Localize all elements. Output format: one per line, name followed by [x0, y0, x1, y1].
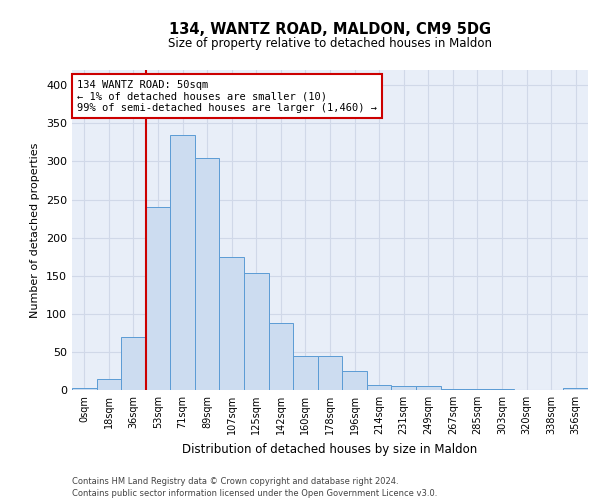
Bar — [195, 158, 220, 390]
Bar — [318, 356, 342, 390]
Bar — [391, 386, 416, 390]
Bar — [146, 207, 170, 390]
Bar — [121, 336, 146, 390]
X-axis label: Distribution of detached houses by size in Maldon: Distribution of detached houses by size … — [182, 442, 478, 456]
Bar — [416, 386, 440, 390]
Bar — [97, 380, 121, 390]
Bar — [220, 258, 244, 390]
Bar — [342, 371, 367, 390]
Bar — [440, 389, 465, 390]
Bar — [170, 135, 195, 390]
Bar — [269, 323, 293, 390]
Text: Contains HM Land Registry data © Crown copyright and database right 2024.: Contains HM Land Registry data © Crown c… — [72, 478, 398, 486]
Bar — [72, 388, 97, 390]
Bar — [563, 388, 588, 390]
Text: Contains public sector information licensed under the Open Government Licence v3: Contains public sector information licen… — [72, 489, 437, 498]
Bar — [293, 356, 318, 390]
Text: 134, WANTZ ROAD, MALDON, CM9 5DG: 134, WANTZ ROAD, MALDON, CM9 5DG — [169, 22, 491, 38]
Bar — [367, 384, 391, 390]
Text: Size of property relative to detached houses in Maldon: Size of property relative to detached ho… — [168, 38, 492, 51]
Y-axis label: Number of detached properties: Number of detached properties — [31, 142, 40, 318]
Bar — [490, 389, 514, 390]
Text: 134 WANTZ ROAD: 50sqm
← 1% of detached houses are smaller (10)
99% of semi-detac: 134 WANTZ ROAD: 50sqm ← 1% of detached h… — [77, 80, 377, 113]
Bar — [465, 389, 490, 390]
Bar — [244, 272, 269, 390]
